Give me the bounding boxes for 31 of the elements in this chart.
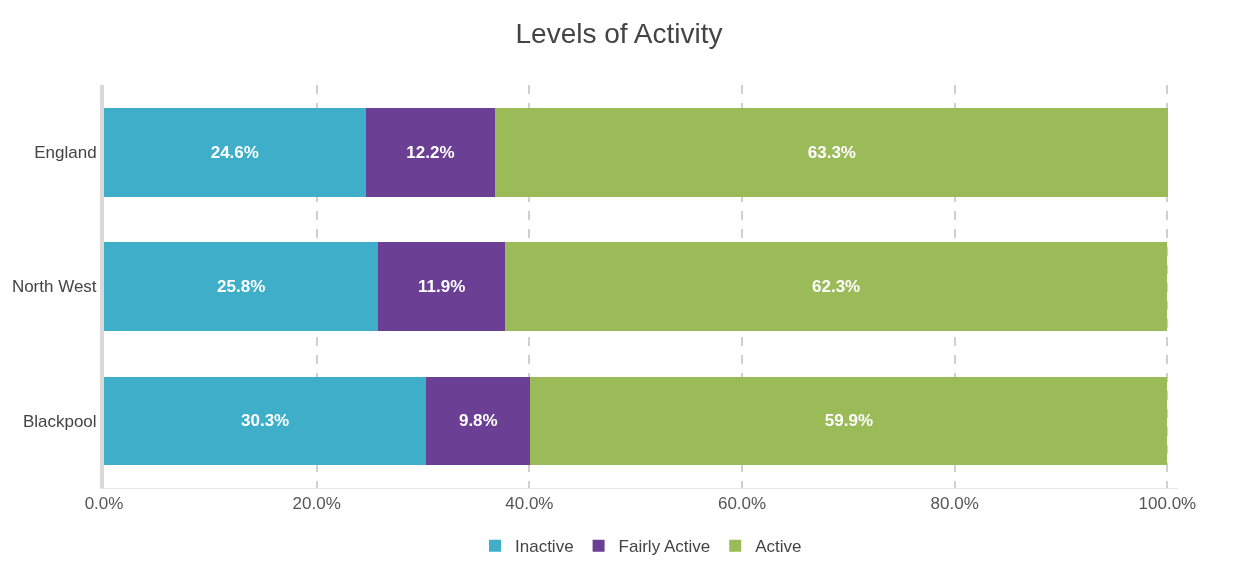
- bar: [530, 376, 1168, 466]
- bar: [504, 242, 1168, 331]
- x-tick-label: 80.0%: [930, 494, 979, 514]
- x-tick-label: 20.0%: [292, 494, 341, 514]
- bar: [426, 376, 531, 466]
- data-label: 11.9%: [417, 277, 466, 296]
- data-label: 63.3%: [807, 142, 856, 162]
- y-tick-label: Blackpool: [22, 411, 97, 431]
- bar: [104, 376, 427, 466]
- x-tick-label: 60.0%: [717, 494, 767, 514]
- data-label: 30.3%: [241, 411, 290, 431]
- data-label: 24.6%: [210, 142, 259, 162]
- bar: [365, 107, 496, 197]
- y-tick-label: England: [34, 143, 97, 163]
- legend-label: Fairly Active: [618, 537, 711, 557]
- x-tick-label: 100.0%: [1138, 494, 1197, 514]
- bar: [104, 242, 379, 331]
- data-label: 9.8%: [458, 411, 498, 431]
- x-tick-label: 40.0%: [505, 494, 554, 514]
- data-label: 25.8%: [217, 277, 266, 296]
- bar: [104, 107, 366, 197]
- bar: [378, 242, 505, 331]
- data-label: 62.3%: [812, 277, 861, 296]
- legend-label: Inactive: [515, 537, 574, 557]
- x-tick-label: 0.0%: [84, 494, 124, 514]
- y-tick-label: North West: [11, 277, 97, 297]
- bar: [495, 107, 1169, 197]
- data-label: 59.9%: [824, 411, 873, 431]
- chart-title: Levels of Activity: [515, 17, 723, 49]
- data-label: 12.2%: [406, 142, 455, 162]
- legend-label: Active: [755, 537, 802, 557]
